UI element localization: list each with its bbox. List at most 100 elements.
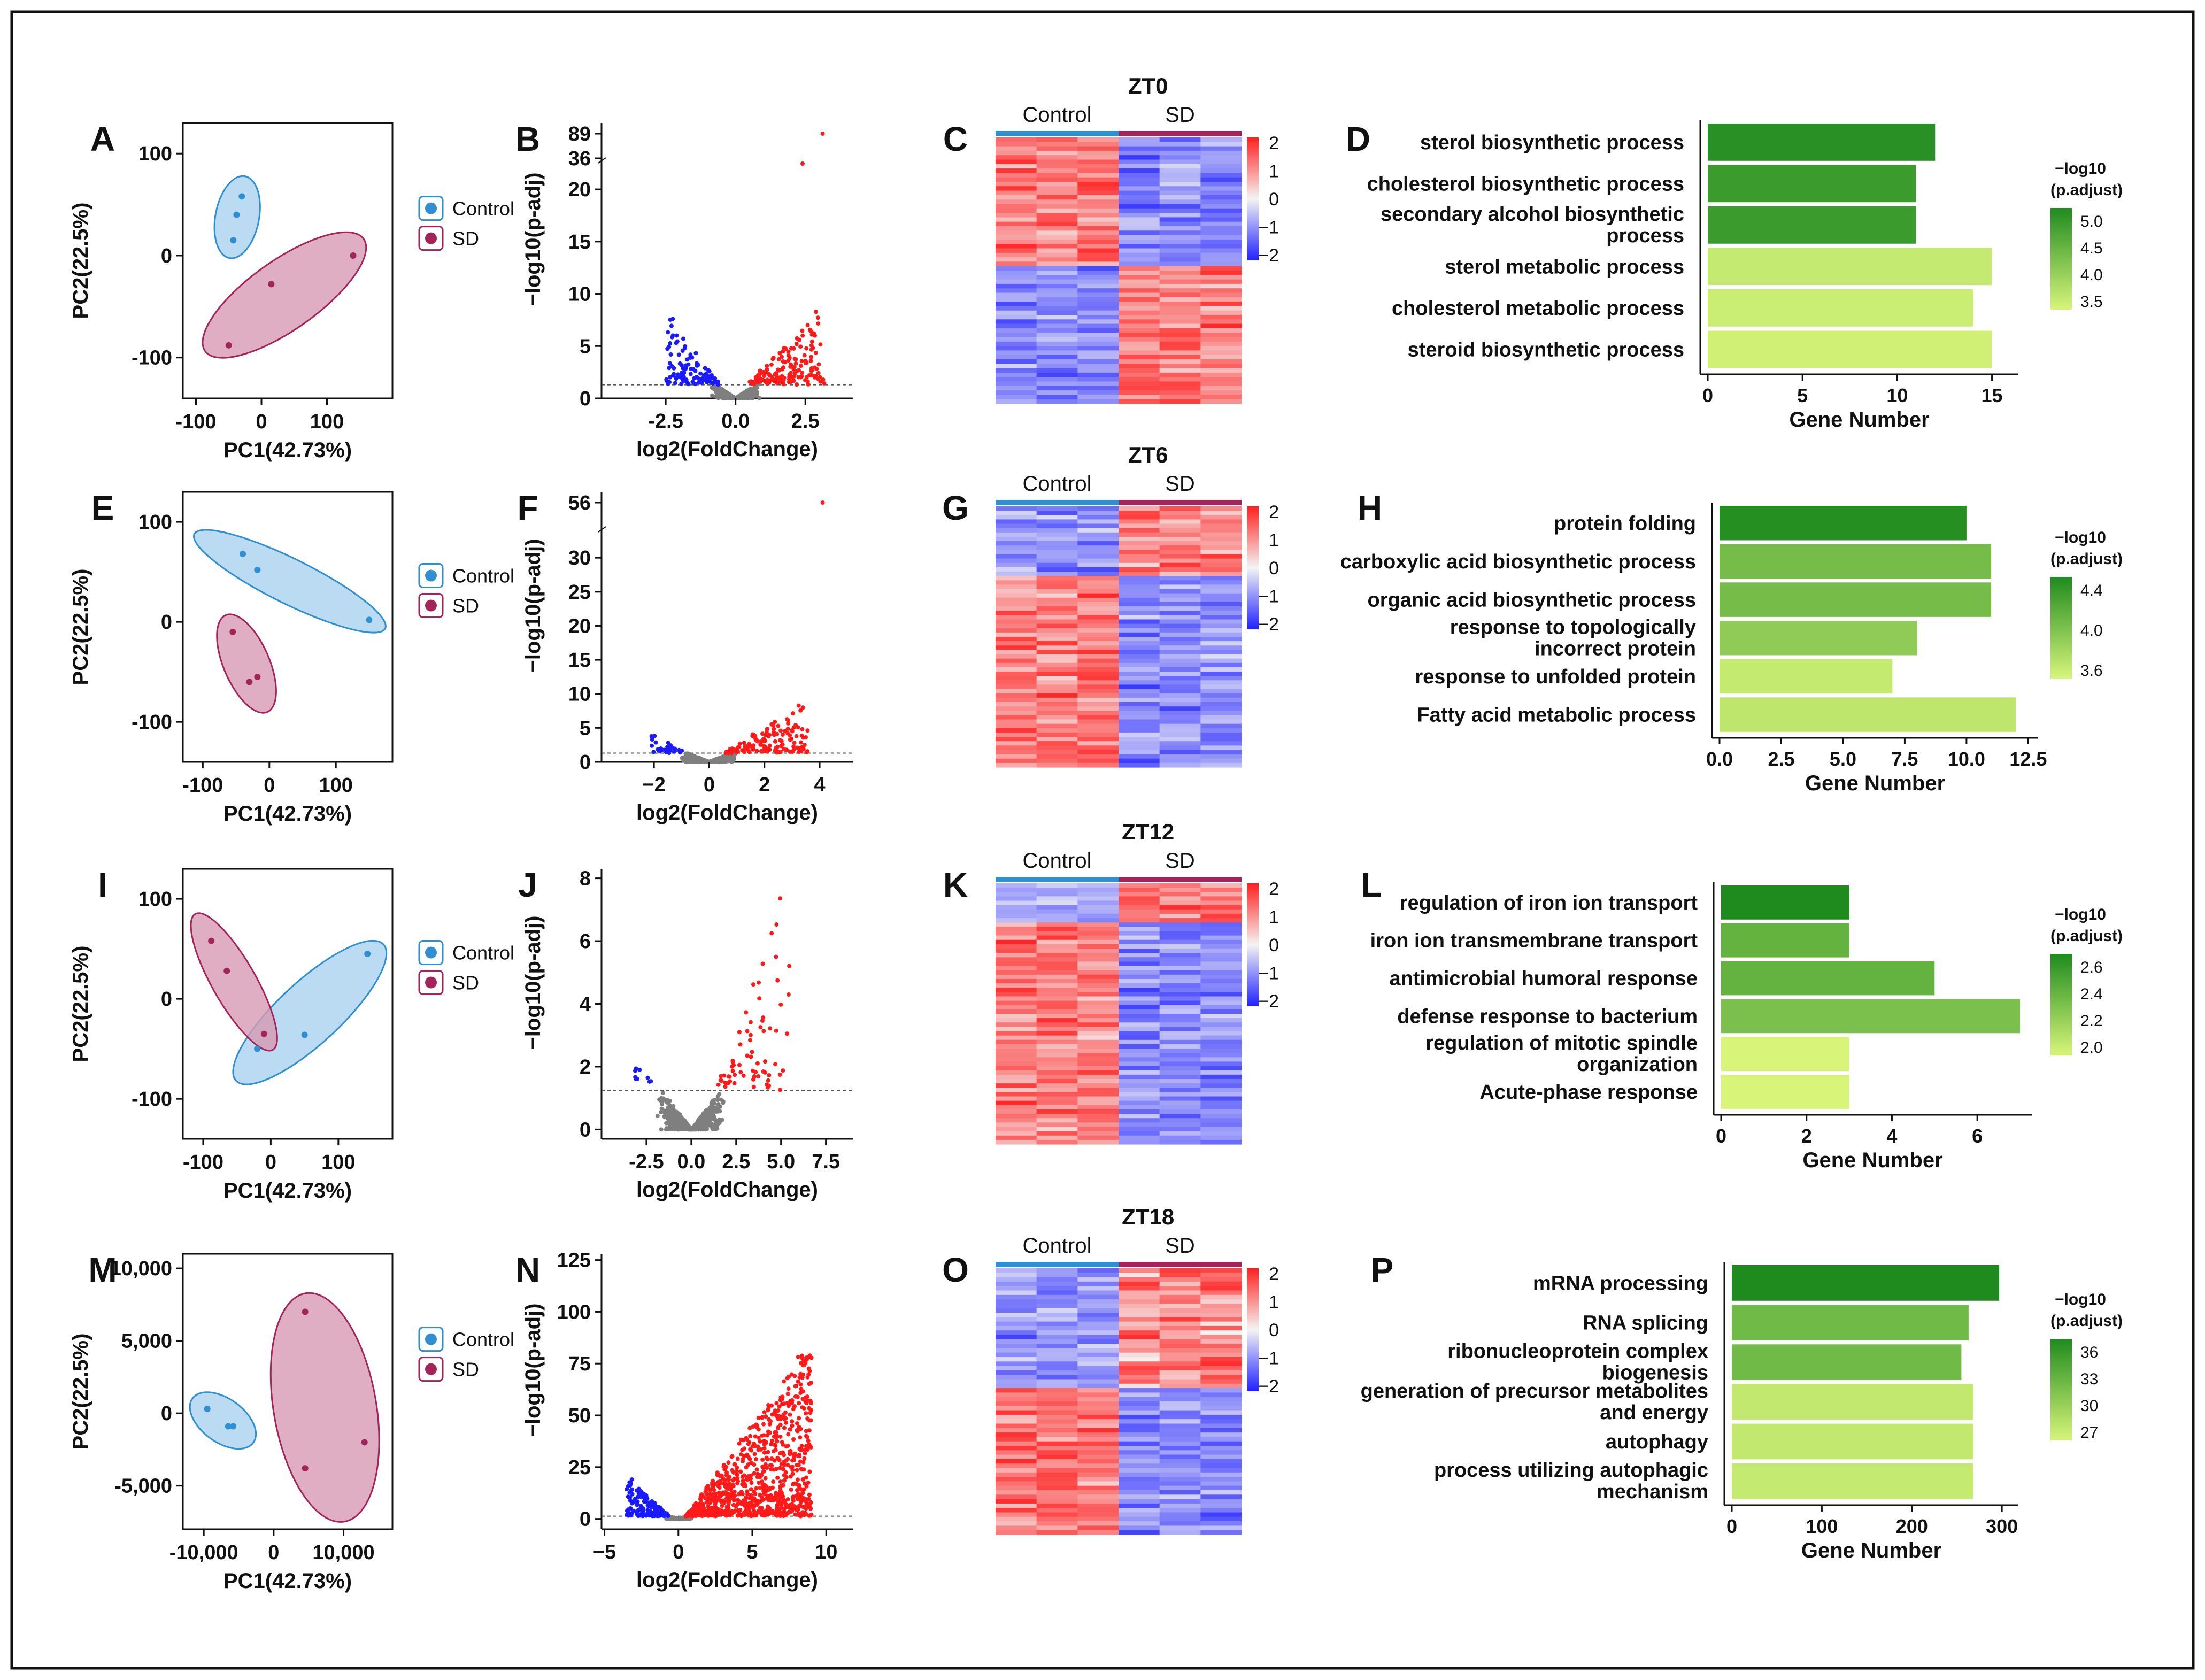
up-point <box>809 355 814 359</box>
heatmap-cell <box>1159 741 1201 746</box>
heatmap-cell <box>1077 680 1119 685</box>
down-point <box>674 376 679 381</box>
heatmap-cell <box>996 584 1037 590</box>
heatmap-cell <box>1077 623 1119 629</box>
heatmap-cell <box>1200 541 1242 546</box>
heatmap-cell <box>1200 506 1242 511</box>
heatmap-cell <box>1200 186 1242 191</box>
legend-sd-label: SD <box>452 595 479 617</box>
heatmap-cell <box>1036 1049 1078 1053</box>
heatmap-cell <box>1200 1074 1242 1080</box>
up-point <box>820 132 825 136</box>
heatmap-cell <box>1200 142 1242 147</box>
heatmap-cell <box>1200 892 1242 897</box>
heatmap-cell <box>1200 523 1242 529</box>
heatmap-cell <box>1077 883 1119 888</box>
up-point <box>778 1002 783 1007</box>
up-point <box>787 377 791 382</box>
y-tick-label: 20 <box>568 615 591 637</box>
heatmap-cell <box>1119 672 1160 676</box>
panel-letter: A <box>90 120 115 158</box>
heatmap-cell <box>1159 728 1201 733</box>
heatmap-cell <box>1119 545 1160 550</box>
heatmap-cell <box>996 723 1037 729</box>
heatmap-cell <box>1159 580 1201 585</box>
heatmap-cell <box>1077 900 1119 906</box>
heatmap-cell <box>1200 957 1242 962</box>
heatmap-cell <box>1077 217 1119 222</box>
heatmap-cell <box>1200 1096 1242 1101</box>
panel-letter: I <box>98 866 107 904</box>
heatmap-cell <box>1159 992 1201 997</box>
heatmap-cell <box>1119 248 1160 253</box>
heatmap-cell <box>996 364 1037 369</box>
heatmap-cell <box>1119 288 1160 294</box>
heatmap-cell <box>1119 584 1160 590</box>
heatmap-cell <box>1119 883 1160 888</box>
heatmap-cell <box>996 302 1037 306</box>
heatmap-cell <box>1159 164 1201 169</box>
heatmap-cell <box>996 927 1037 932</box>
heatmap-cell <box>1159 628 1201 633</box>
heatmap-cell <box>996 658 1037 664</box>
x-axis-label: PC1(42.73%) <box>223 1569 352 1593</box>
down-point <box>668 341 673 346</box>
heatmap-cell <box>1077 1018 1119 1023</box>
heatmap-cell <box>996 226 1037 231</box>
control-annotation-bar <box>996 877 1119 882</box>
heatmap-cell <box>1159 511 1201 515</box>
heatmap-cell <box>1119 974 1160 980</box>
heatmap-cell <box>1119 745 1160 751</box>
panel-letter: F <box>517 489 538 527</box>
heatmap-cell <box>1159 978 1201 984</box>
heatmap-cell <box>996 283 1037 289</box>
heatmap-cell <box>1036 944 1078 949</box>
heatmap-cell <box>1036 1070 1078 1075</box>
x-tick-label: 5 <box>1797 384 1808 406</box>
heatmap-cell <box>1159 381 1201 387</box>
heatmap-cell <box>1200 182 1242 187</box>
heatmap-cell <box>1077 966 1119 971</box>
heatmap-cell <box>1077 562 1119 568</box>
heatmap-cell <box>1077 944 1119 949</box>
y-tick-label: 0 <box>161 245 172 267</box>
heatmap-cell <box>996 1096 1037 1101</box>
heatmap-cell <box>1159 896 1201 901</box>
heatmap-cell <box>1036 182 1078 187</box>
heatmap-cell <box>1159 637 1201 642</box>
heatmap-cell <box>1036 658 1078 664</box>
volcano-panel: B-2.5 0.0 2.5051015208936log2(FoldChange)−… <box>515 120 853 461</box>
heatmap-cell <box>1159 1074 1201 1080</box>
up-point <box>753 1457 758 1462</box>
heatmap-cell <box>1200 597 1242 603</box>
heatmap-cell <box>996 728 1037 733</box>
heatmap-cell <box>1200 606 1242 611</box>
axis-break-mark <box>598 157 606 164</box>
legend-tick-label: 2.0 <box>2080 1039 2103 1057</box>
heatmap-cell <box>996 511 1037 515</box>
heatmap-cell <box>1159 355 1201 360</box>
heatmap-cell <box>996 395 1037 400</box>
heatmap-cell <box>1200 288 1242 294</box>
control-point <box>230 237 237 244</box>
heatmap-cell <box>1119 576 1160 581</box>
heatmap-cell <box>1036 732 1078 737</box>
sd-point <box>246 679 253 685</box>
heatmap-cell <box>1077 221 1119 227</box>
heatmap-cell <box>996 315 1037 320</box>
heatmap-cell <box>1159 1014 1201 1019</box>
ns-point <box>742 393 746 398</box>
y-tick-label: 0 <box>580 388 591 410</box>
up-point <box>734 747 738 752</box>
heatmap-cell <box>1077 1005 1119 1010</box>
heatmap-cell <box>1159 737 1201 742</box>
heatmap-cell <box>1159 922 1201 927</box>
ns-point <box>701 1114 706 1119</box>
heatmap-cell <box>1159 271 1201 275</box>
heatmap-cell <box>1159 684 1201 690</box>
ns-point <box>691 753 696 758</box>
